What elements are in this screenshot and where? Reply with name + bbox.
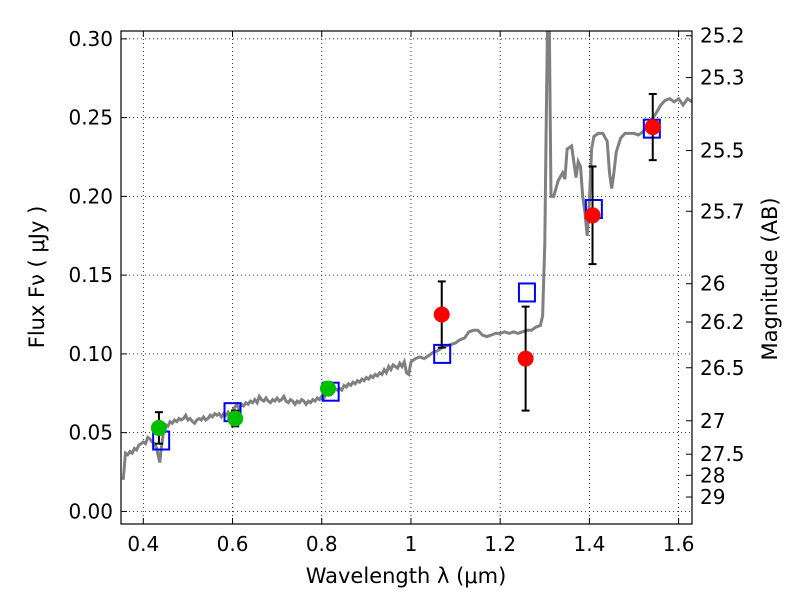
- observed-optical-point: [319, 380, 336, 397]
- sed-model-line: [121, 31, 692, 481]
- y-tick-label: 0.20: [68, 184, 113, 208]
- magnitude-tick-label: 25.2: [700, 24, 745, 48]
- observed-optical-point: [227, 410, 244, 427]
- magnitude-axis-title: Magnitude (AB): [758, 197, 782, 360]
- observed-nir-point: [584, 207, 601, 224]
- y-axis-tick-labels: 0.00 0.05 0.10 0.15 0.20 0.25 0.30: [68, 27, 113, 524]
- y-tick-label: 0.00: [68, 499, 113, 523]
- magnitude-tick-label: 25.3: [700, 66, 745, 90]
- x-tick-label: 0.6: [217, 532, 249, 556]
- plot-frame: [120, 30, 693, 525]
- magnitude-tick-label: 29: [700, 485, 725, 509]
- magnitude-tick-label: 26.5: [700, 356, 745, 380]
- x-tick-label: 1.2: [484, 532, 516, 556]
- model-photometry-square: [517, 282, 536, 303]
- x-tick-label: 1.6: [663, 532, 695, 556]
- observed-optical-point: [150, 419, 167, 436]
- magnitude-tick-label: 26: [700, 272, 725, 296]
- magnitude-tick-label: 26.2: [700, 310, 745, 334]
- y-tick-label: 0.25: [68, 106, 113, 130]
- magnitude-tick-label: 27.5: [700, 442, 745, 466]
- observed-nir-point: [433, 306, 450, 323]
- x-tick-label: 0.4: [127, 532, 159, 556]
- observed-photometry-markers: [150, 93, 661, 445]
- magnitude-tick-label: 27: [700, 409, 725, 433]
- observed-nir-point: [644, 119, 661, 136]
- y-tick-label: 0.10: [68, 342, 113, 366]
- plot-area: [121, 31, 692, 481]
- x-tick-label: 0.8: [306, 532, 338, 556]
- y-axis-title: Flux Fν ( μJy ): [25, 206, 49, 349]
- x-axis-tick-labels: 0.4 0.6 0.8 1 1.2 1.4 1.6: [127, 532, 694, 556]
- y-tick-label: 0.05: [68, 421, 113, 445]
- magnitude-tick-label: 28: [700, 463, 725, 487]
- axis-ticks: [121, 31, 692, 524]
- observed-nir-point: [517, 350, 534, 367]
- magnitude-tick-label: 25.7: [700, 199, 745, 223]
- x-axis-title: Wavelength λ (μm): [306, 564, 507, 588]
- magnitude-tick-label: 25.5: [700, 139, 745, 163]
- x-tick-label: 1: [405, 532, 418, 556]
- x-tick-label: 1.4: [573, 532, 605, 556]
- y-tick-label: 0.15: [68, 263, 113, 287]
- y-tick-label: 0.30: [68, 27, 113, 51]
